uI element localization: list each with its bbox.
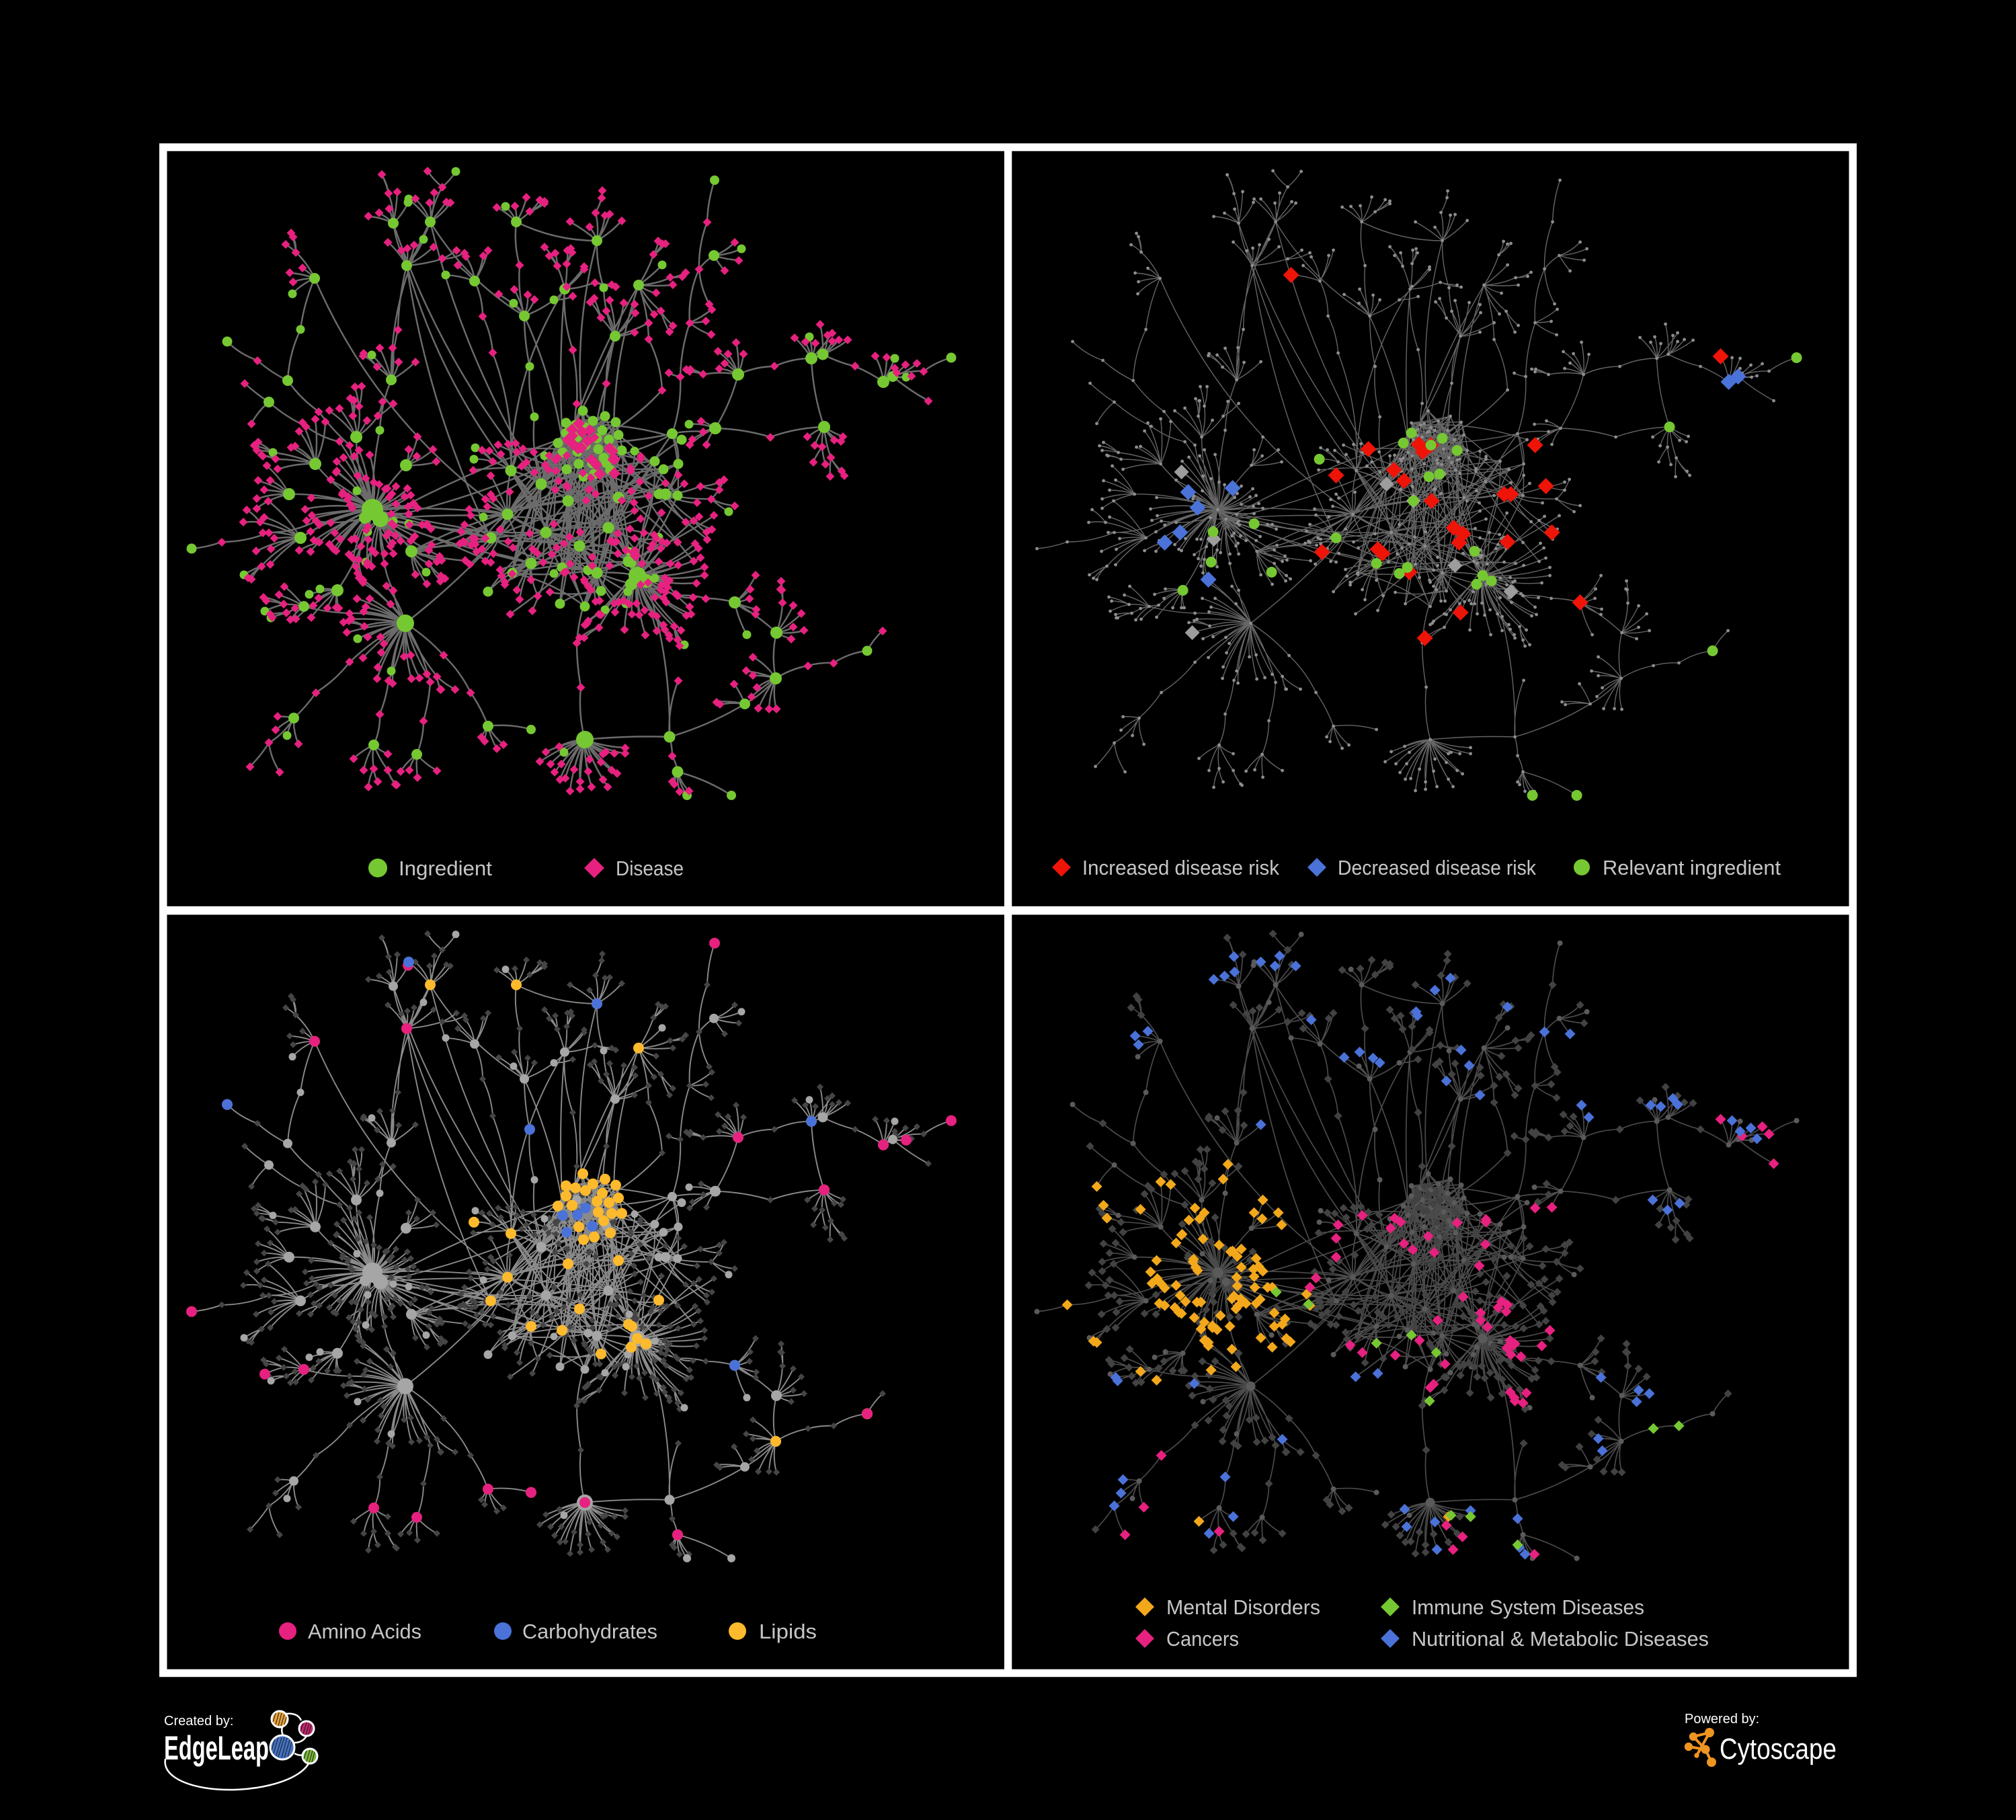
svg-text:Disease: Disease <box>616 857 684 880</box>
svg-text:Ingredient: Ingredient <box>399 857 492 880</box>
svg-text:Mental Disorders: Mental Disorders <box>1166 1595 1320 1619</box>
svg-text:Decreased disease risk: Decreased disease risk <box>1338 856 1536 879</box>
svg-text:Cytoscape: Cytoscape <box>1720 1733 1837 1766</box>
svg-text:Relevant ingredient: Relevant ingredient <box>1603 856 1781 879</box>
svg-text:Powered by:: Powered by: <box>1685 1712 1759 1727</box>
svg-text:Lipids: Lipids <box>759 1620 817 1643</box>
svg-text:Cancers: Cancers <box>1166 1627 1239 1651</box>
svg-text:EdgeLeap: EdgeLeap <box>164 1729 269 1767</box>
svg-text:Created by:: Created by: <box>164 1714 233 1729</box>
svg-text:Increased disease risk: Increased disease risk <box>1082 856 1279 879</box>
svg-text:Immune System Diseases: Immune System Diseases <box>1412 1595 1644 1619</box>
svg-text:Nutritional & Metabolic Diseas: Nutritional & Metabolic Diseases <box>1412 1627 1709 1651</box>
svg-text:Carbohydrates: Carbohydrates <box>522 1620 657 1643</box>
svg-text:Amino Acids: Amino Acids <box>308 1620 421 1643</box>
